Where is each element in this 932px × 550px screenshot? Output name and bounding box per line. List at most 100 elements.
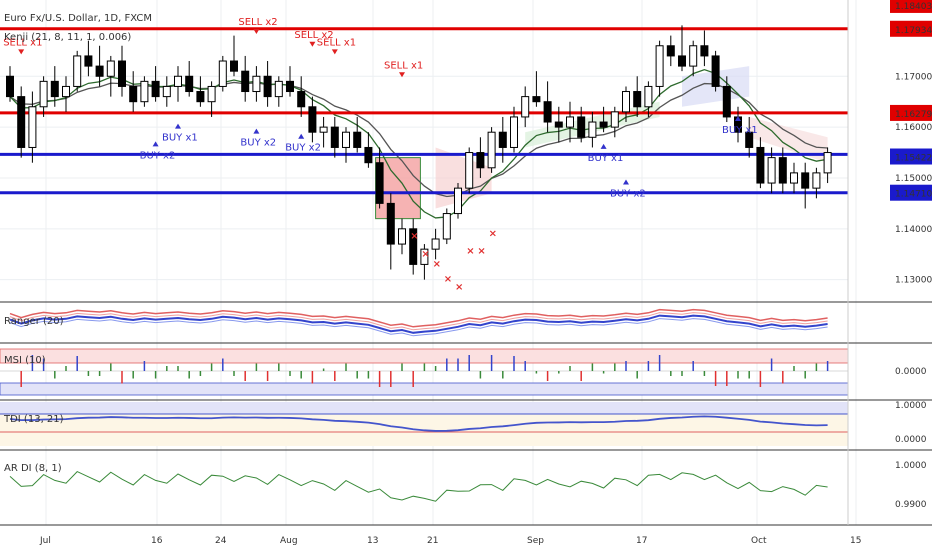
signal-label: BUY x1 [588, 153, 624, 164]
tdi-signal-line [9, 415, 828, 432]
candle-51 [577, 106, 586, 143]
candle-63 [711, 50, 720, 92]
candle-12 [140, 76, 149, 107]
candle-body [554, 121, 563, 128]
x-tick-label: 21 [427, 536, 438, 546]
signal-arrow [623, 179, 629, 185]
signal-arrow [735, 115, 741, 121]
price-badge-4: 1.15422 [890, 148, 932, 165]
msi-upper-zone [0, 348, 849, 364]
signal-label: BUY x2 [610, 189, 646, 200]
x-tick-label: Sep [527, 536, 544, 546]
candle-body [610, 111, 619, 128]
candle-60 [678, 25, 686, 72]
candle-body [678, 55, 686, 67]
candle-body [722, 85, 731, 118]
candle-61 [689, 40, 698, 77]
candle-body [577, 116, 586, 138]
cross-mark-1: × [421, 249, 429, 260]
signal-label: BUY x1 [162, 133, 198, 144]
candle-30 [342, 127, 350, 163]
candle-body [319, 126, 328, 133]
candle-body [174, 75, 182, 87]
candle-53 [599, 106, 608, 133]
msi-tick: 0.0000 [895, 367, 927, 377]
candle-body [622, 91, 630, 113]
candle-body [185, 75, 194, 93]
candle-55 [622, 86, 630, 123]
candle-21 [241, 55, 250, 102]
price-badge-box [890, 148, 932, 165]
price-axis: 1.13000 1.14000 1.15000 1.16000 1.17000 1.184… [847, 0, 932, 525]
candle-body [353, 131, 362, 148]
candle-4 [50, 66, 59, 107]
y-tick-label: 1.13000 [895, 276, 932, 286]
signal-label: BUY x1 [722, 125, 758, 136]
cross-mark-3: × [444, 274, 452, 285]
price-badge-1: 1.17934 [890, 20, 932, 37]
candle-46 [521, 86, 530, 128]
cross-mark-7: × [489, 228, 497, 239]
candle-body [118, 60, 126, 87]
candle-body [6, 75, 14, 98]
ranger-label: Ranger (20) [4, 316, 64, 327]
signal-label: BUY x2 [285, 143, 321, 154]
candle-20 [230, 35, 238, 77]
candle-29 [330, 116, 339, 158]
candle-body [778, 157, 787, 184]
candle-body [140, 80, 149, 103]
candle-body [566, 116, 574, 128]
candle-body [17, 96, 26, 148]
candle-body [62, 85, 70, 98]
signal-arrow [399, 72, 405, 78]
candle-39 [442, 208, 451, 245]
candle-body [521, 96, 530, 118]
candle-body [84, 55, 93, 67]
level-lines [0, 27, 848, 195]
candle-1 [17, 86, 26, 158]
candle-3 [39, 76, 48, 117]
candle-body [297, 91, 306, 108]
signal-label: SELL x1 [3, 37, 42, 48]
candle-7 [84, 40, 93, 77]
candle-body [252, 75, 261, 93]
candles [6, 25, 832, 280]
price-badge-2: 1.16279 [890, 104, 932, 121]
chart-title: Euro Fx/U.S. Dollar, 1D, FXCM [4, 13, 152, 24]
tdi-label: TDI (13, 21) [3, 414, 64, 425]
indicator-label: Kenji (21, 8, 11, 1, 0.006) [4, 32, 131, 43]
candle-body [162, 85, 171, 98]
signal-3: SELL x1 [317, 37, 356, 55]
candle-38 [431, 228, 440, 260]
x-tick-label: Oct [751, 536, 767, 546]
signal-arrow [253, 29, 260, 35]
sub-panes [0, 301, 932, 526]
candle-body [39, 80, 48, 108]
signal-1: SELL x2 [294, 30, 334, 47]
candle-35 [398, 218, 406, 255]
candle-body [241, 70, 250, 93]
candle-54 [610, 106, 619, 138]
price-badge-text: 1.15422 [895, 154, 932, 164]
candle-59 [666, 35, 675, 67]
ranger-line [9, 314, 828, 334]
candle-body [129, 85, 138, 103]
signal-label: SELL x2 [294, 30, 333, 41]
candle-body [700, 45, 709, 57]
candle-19 [218, 55, 227, 92]
candle-43 [487, 127, 496, 173]
candle-32 [364, 132, 373, 168]
candle-31 [353, 116, 362, 153]
candle-body [431, 238, 440, 250]
candle-body [633, 91, 642, 108]
candle-body [151, 80, 160, 98]
cross-mark-0: × [410, 231, 418, 242]
price-badge-box [890, 20, 932, 37]
price-badge-box [890, 184, 932, 201]
x-tick-label: Jul [39, 536, 51, 546]
tdi-tick-top: 1.0000 [895, 401, 927, 411]
candle-8 [95, 45, 104, 87]
candle-9 [106, 55, 115, 97]
candle-body [420, 248, 429, 265]
